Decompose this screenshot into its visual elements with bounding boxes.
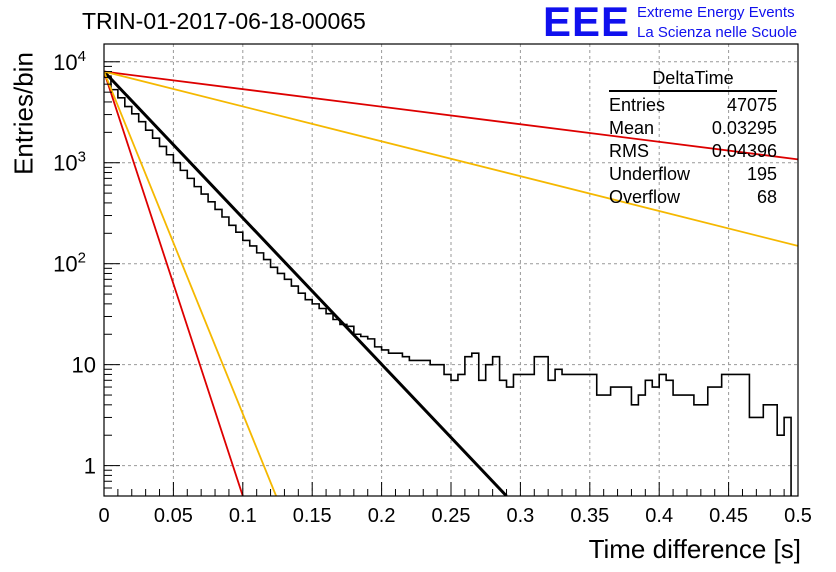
stats-value: 0.03295 xyxy=(711,118,777,138)
eee-logo-line2: La Scienza nelle Scuole xyxy=(637,24,798,41)
y-tick-label: 102 xyxy=(53,250,86,277)
histogram-deltatime xyxy=(104,75,792,496)
x-tick-label: 0.15 xyxy=(293,505,332,527)
chart-title: TRIN-01-2017-06-18-00065 xyxy=(82,8,366,34)
x-tick-label: 0.4 xyxy=(645,505,673,527)
stats-label: Mean xyxy=(609,118,655,138)
x-tick-label: 0 xyxy=(98,505,109,527)
stats-row-underflow: Underflow 195 xyxy=(609,163,777,186)
stats-box: DeltaTime Entries 47075 Mean 0.03295 RMS 0.… xyxy=(609,66,777,209)
stats-row-overflow: Overflow 68 xyxy=(609,186,777,209)
fit-curve-2 xyxy=(104,70,798,247)
fit-curve-3 xyxy=(104,71,244,496)
x-tick-label: 0.35 xyxy=(570,505,609,527)
x-tick-label: 0.2 xyxy=(368,505,396,527)
x-tick-label: 0.1 xyxy=(229,505,257,527)
stats-value: 68 xyxy=(756,187,777,207)
x-tick-label: 0.25 xyxy=(432,505,471,527)
stats-row-rms: RMS 0.04396 xyxy=(609,140,777,163)
stats-row-entries: Entries 47075 xyxy=(609,94,777,117)
y-tick-label: 10 xyxy=(72,353,96,378)
stats-label: Entries xyxy=(609,95,666,115)
stats-label: Underflow xyxy=(609,164,691,184)
stats-label: Overflow xyxy=(609,187,681,207)
stats-value: 195 xyxy=(746,164,777,184)
stats-label: RMS xyxy=(609,141,649,161)
x-axis-label: Time difference [s] xyxy=(588,534,801,564)
y-tick-label: 104 xyxy=(53,48,86,75)
eee-logo: EEE xyxy=(543,0,631,45)
fit-curve-4 xyxy=(104,71,277,496)
x-tick-label: 0.45 xyxy=(709,505,748,527)
stats-value: 47075 xyxy=(726,95,777,115)
stats-title: DeltaTime xyxy=(609,66,777,92)
y-axis-label: Entries/bin xyxy=(8,52,39,175)
fit-curve-0 xyxy=(104,70,508,496)
stats-row-mean: Mean 0.03295 xyxy=(609,117,777,140)
eee-logo-line1: Extreme Energy Events xyxy=(637,4,795,21)
stats-value: 0.04396 xyxy=(711,141,777,161)
y-tick-label: 103 xyxy=(53,149,86,176)
y-tick-label: 1 xyxy=(84,454,96,479)
x-tick-label: 0.5 xyxy=(784,505,812,527)
fit-curve-1 xyxy=(104,70,798,161)
x-tick-label: 0.3 xyxy=(506,505,534,527)
x-tick-label: 0.05 xyxy=(154,505,193,527)
